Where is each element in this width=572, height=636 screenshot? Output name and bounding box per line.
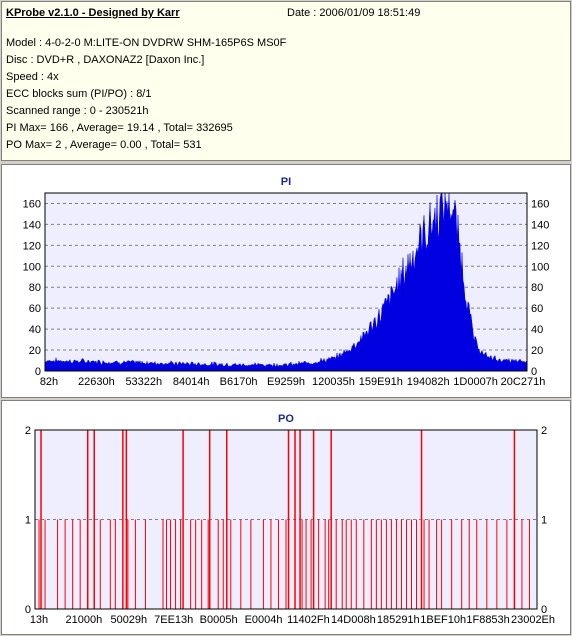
app-title: KProbe v2.1.0 - Designed by Karr [6, 7, 180, 19]
y-tick-label-left: 2 [25, 425, 31, 437]
chart-title: PO [278, 413, 294, 425]
y-tick-label-left: 0 [35, 366, 41, 378]
info-pi-stats: PI Max= 166 , Average= 19.14 , Total= 33… [6, 122, 233, 134]
info-speed: Speed : 4x [6, 71, 59, 83]
x-tick-label: 22630h [78, 376, 115, 388]
y-tick-label-right: 1 [541, 515, 547, 527]
po-chart-panel: PO 0 0 1 1 2 2 13h 21000h 50029h 7EE13h B0005h E0004… [1, 400, 571, 635]
chart-title: PI [281, 176, 291, 188]
y-tick-label-right: 140 [531, 219, 549, 231]
x-tick-label: 159E91h [359, 376, 403, 388]
y-tick-label-left: 140 [23, 219, 41, 231]
scan-date: Date : 2006/01/09 18:51:49 [287, 7, 421, 19]
x-tick-label: B0005h [200, 614, 238, 626]
y-tick-label-right: 60 [531, 303, 543, 315]
y-tick-label-right: 2 [541, 425, 547, 437]
y-tick-label-right: 20 [531, 345, 543, 357]
y-tick-label-right: 100 [531, 261, 549, 273]
x-tick-label: 50029h [110, 614, 147, 626]
y-tick-label-right: 80 [531, 282, 543, 294]
y-tick-label-left: 100 [23, 261, 41, 273]
y-tick-label-left: 120 [23, 240, 41, 252]
info-disc: Disc : DVD+R , DAXONAZ2 [Daxon Inc.] [6, 54, 205, 66]
x-tick-label: 185291h [377, 614, 420, 626]
pi-chart-panel: PI 0 0 20 20 40 40 60 60 80 80 100 100 120 120 140 140 16… [1, 164, 571, 398]
x-tick-label: 23002Eh [511, 614, 555, 626]
x-tick-label: 21000h [66, 614, 103, 626]
x-tick-label: 20C271h [501, 376, 546, 388]
x-tick-label: 53322h [125, 376, 162, 388]
x-tick-label: 1F8853h [466, 614, 509, 626]
y-tick-label-left: 40 [29, 324, 41, 336]
y-tick-label-right: 160 [531, 198, 549, 210]
x-tick-label: 194082h [407, 376, 450, 388]
po-chart: PO 0 0 1 1 2 2 13h 21000h 50029h 7EE13h B0005h E0004… [25, 413, 555, 626]
x-tick-label: 11402Fh [287, 614, 330, 626]
info-po-stats: PO Max= 2 , Average= 0.00 , Total= 531 [6, 139, 202, 151]
x-tick-label: 13h [30, 614, 48, 626]
y-tick-label-left: 0 [25, 604, 31, 616]
y-tick-label-right: 40 [531, 324, 543, 336]
y-tick-label-left: 20 [29, 345, 41, 357]
pi-series-area [44, 192, 528, 372]
y-tick-label-left: 60 [29, 303, 41, 315]
info-model: Model : 4-0-2-0 M:LITE-ON DVDRW SHM-165P… [6, 37, 287, 49]
y-tick-label-left: 1 [25, 515, 31, 527]
y-tick-label-right: 0 [531, 366, 537, 378]
x-tick-label: 7EE13h [154, 614, 193, 626]
info-ecc: ECC blocks sum (PI/PO) : 8/1 [6, 88, 152, 100]
x-tick-label: B6170h [220, 376, 258, 388]
x-tick-label: 120035h [312, 376, 355, 388]
x-tick-label: 82h [40, 376, 58, 388]
info-range: Scanned range : 0 - 230521h [6, 105, 149, 117]
plot-border [44, 192, 528, 372]
x-tick-label: 1D0007h [453, 376, 498, 388]
plot-border [34, 429, 538, 610]
y-tick-label-left: 160 [23, 198, 41, 210]
x-tick-label: 14D008h [331, 614, 376, 626]
x-tick-label: 84014h [173, 376, 210, 388]
y-tick-label-right: 0 [541, 604, 547, 616]
y-tick-label-left: 80 [29, 282, 41, 294]
pi-chart: PI 0 0 20 20 40 40 60 60 80 80 100 100 120 120 140 140 16… [23, 176, 550, 388]
info-panel: KProbe v2.1.0 - Designed by Karr Date : … [1, 1, 571, 161]
x-tick-label: 1BEF10h [420, 614, 466, 626]
x-tick-label: E0004h [245, 614, 283, 626]
y-tick-label-right: 120 [531, 240, 549, 252]
x-tick-label: E9259h [267, 376, 305, 388]
